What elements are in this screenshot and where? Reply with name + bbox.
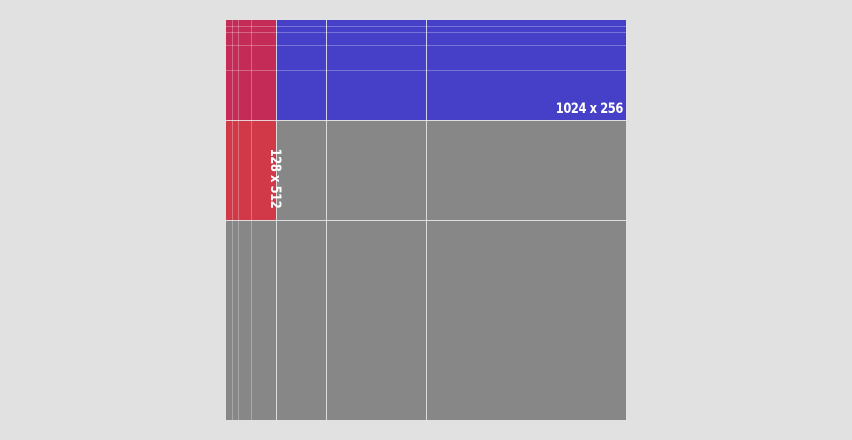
gridline-horizontal: [226, 32, 626, 33]
region-label-1024x256: 1024 x 256: [555, 101, 624, 117]
region-label-128x512: 128 x 512: [267, 148, 283, 209]
gridline-horizontal: [226, 120, 626, 121]
gridline-horizontal: [226, 26, 626, 27]
texture-grid-canvas: 1024 x 256 128 x 512: [226, 20, 626, 420]
gridline-horizontal: [226, 70, 626, 71]
gridline-horizontal: [226, 220, 626, 221]
gridline-horizontal: [226, 45, 626, 46]
